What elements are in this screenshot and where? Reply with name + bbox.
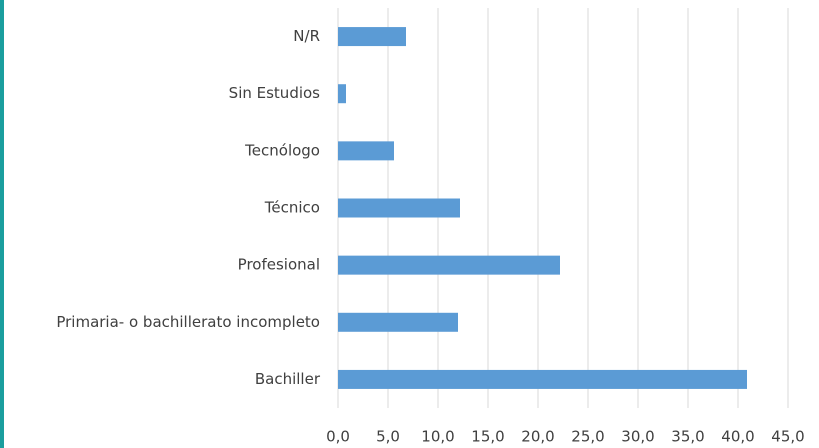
x-tick-label: 30,0 (621, 428, 654, 446)
bar (338, 312, 458, 332)
x-tick-label: 0,0 (326, 428, 350, 446)
bar (338, 141, 394, 161)
x-tick-label: 10,0 (421, 428, 454, 446)
y-tick-label: Tecnólogo (244, 141, 320, 159)
x-tick-label: 15,0 (471, 428, 504, 446)
x-tick-label: 40,0 (721, 428, 754, 446)
x-tick-label: 5,0 (376, 428, 400, 446)
y-tick-label: N/R (293, 27, 320, 45)
bar (338, 27, 406, 47)
y-tick-label: Técnico (264, 199, 320, 217)
y-tick-label: Sin Estudios (229, 84, 321, 102)
x-tick-label: 20,0 (521, 428, 554, 446)
y-tick-label: Bachiller (255, 370, 321, 388)
x-tick-label: 45,0 (771, 428, 804, 446)
bar (338, 84, 346, 104)
x-tick-label: 25,0 (571, 428, 604, 446)
y-tick-label: Profesional (238, 256, 320, 274)
edge-stripe (0, 0, 4, 448)
bar (338, 369, 747, 389)
x-tick-label: 35,0 (671, 428, 704, 446)
bar (338, 198, 460, 218)
y-tick-label: Primaria- o bachillerato incompleto (56, 313, 320, 331)
bar (338, 255, 560, 275)
